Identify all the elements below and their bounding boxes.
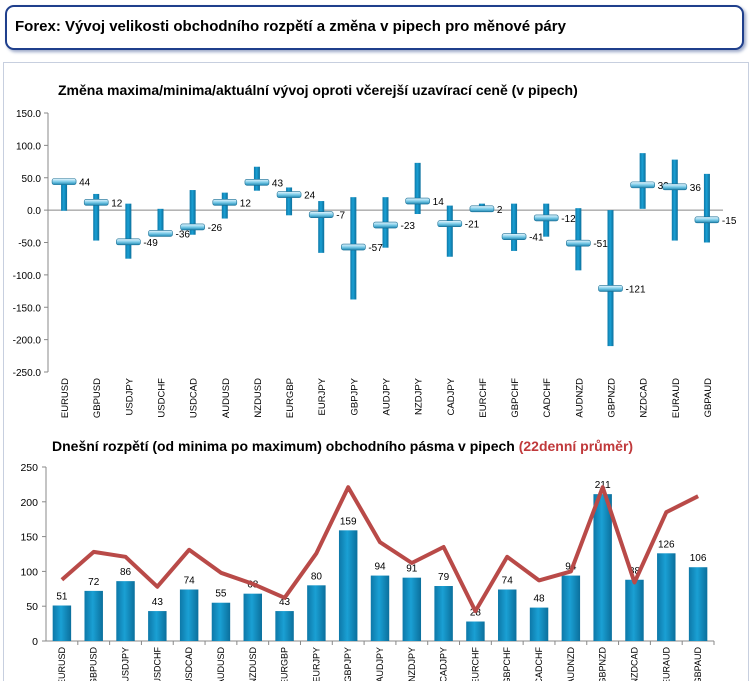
- page-title: Forex: Vývoj velikosti obchodního rozpět…: [15, 18, 566, 35]
- page-title-box: Forex: Vývoj velikosti obchodního rozpět…: [5, 5, 744, 50]
- charts-panel: [3, 62, 749, 681]
